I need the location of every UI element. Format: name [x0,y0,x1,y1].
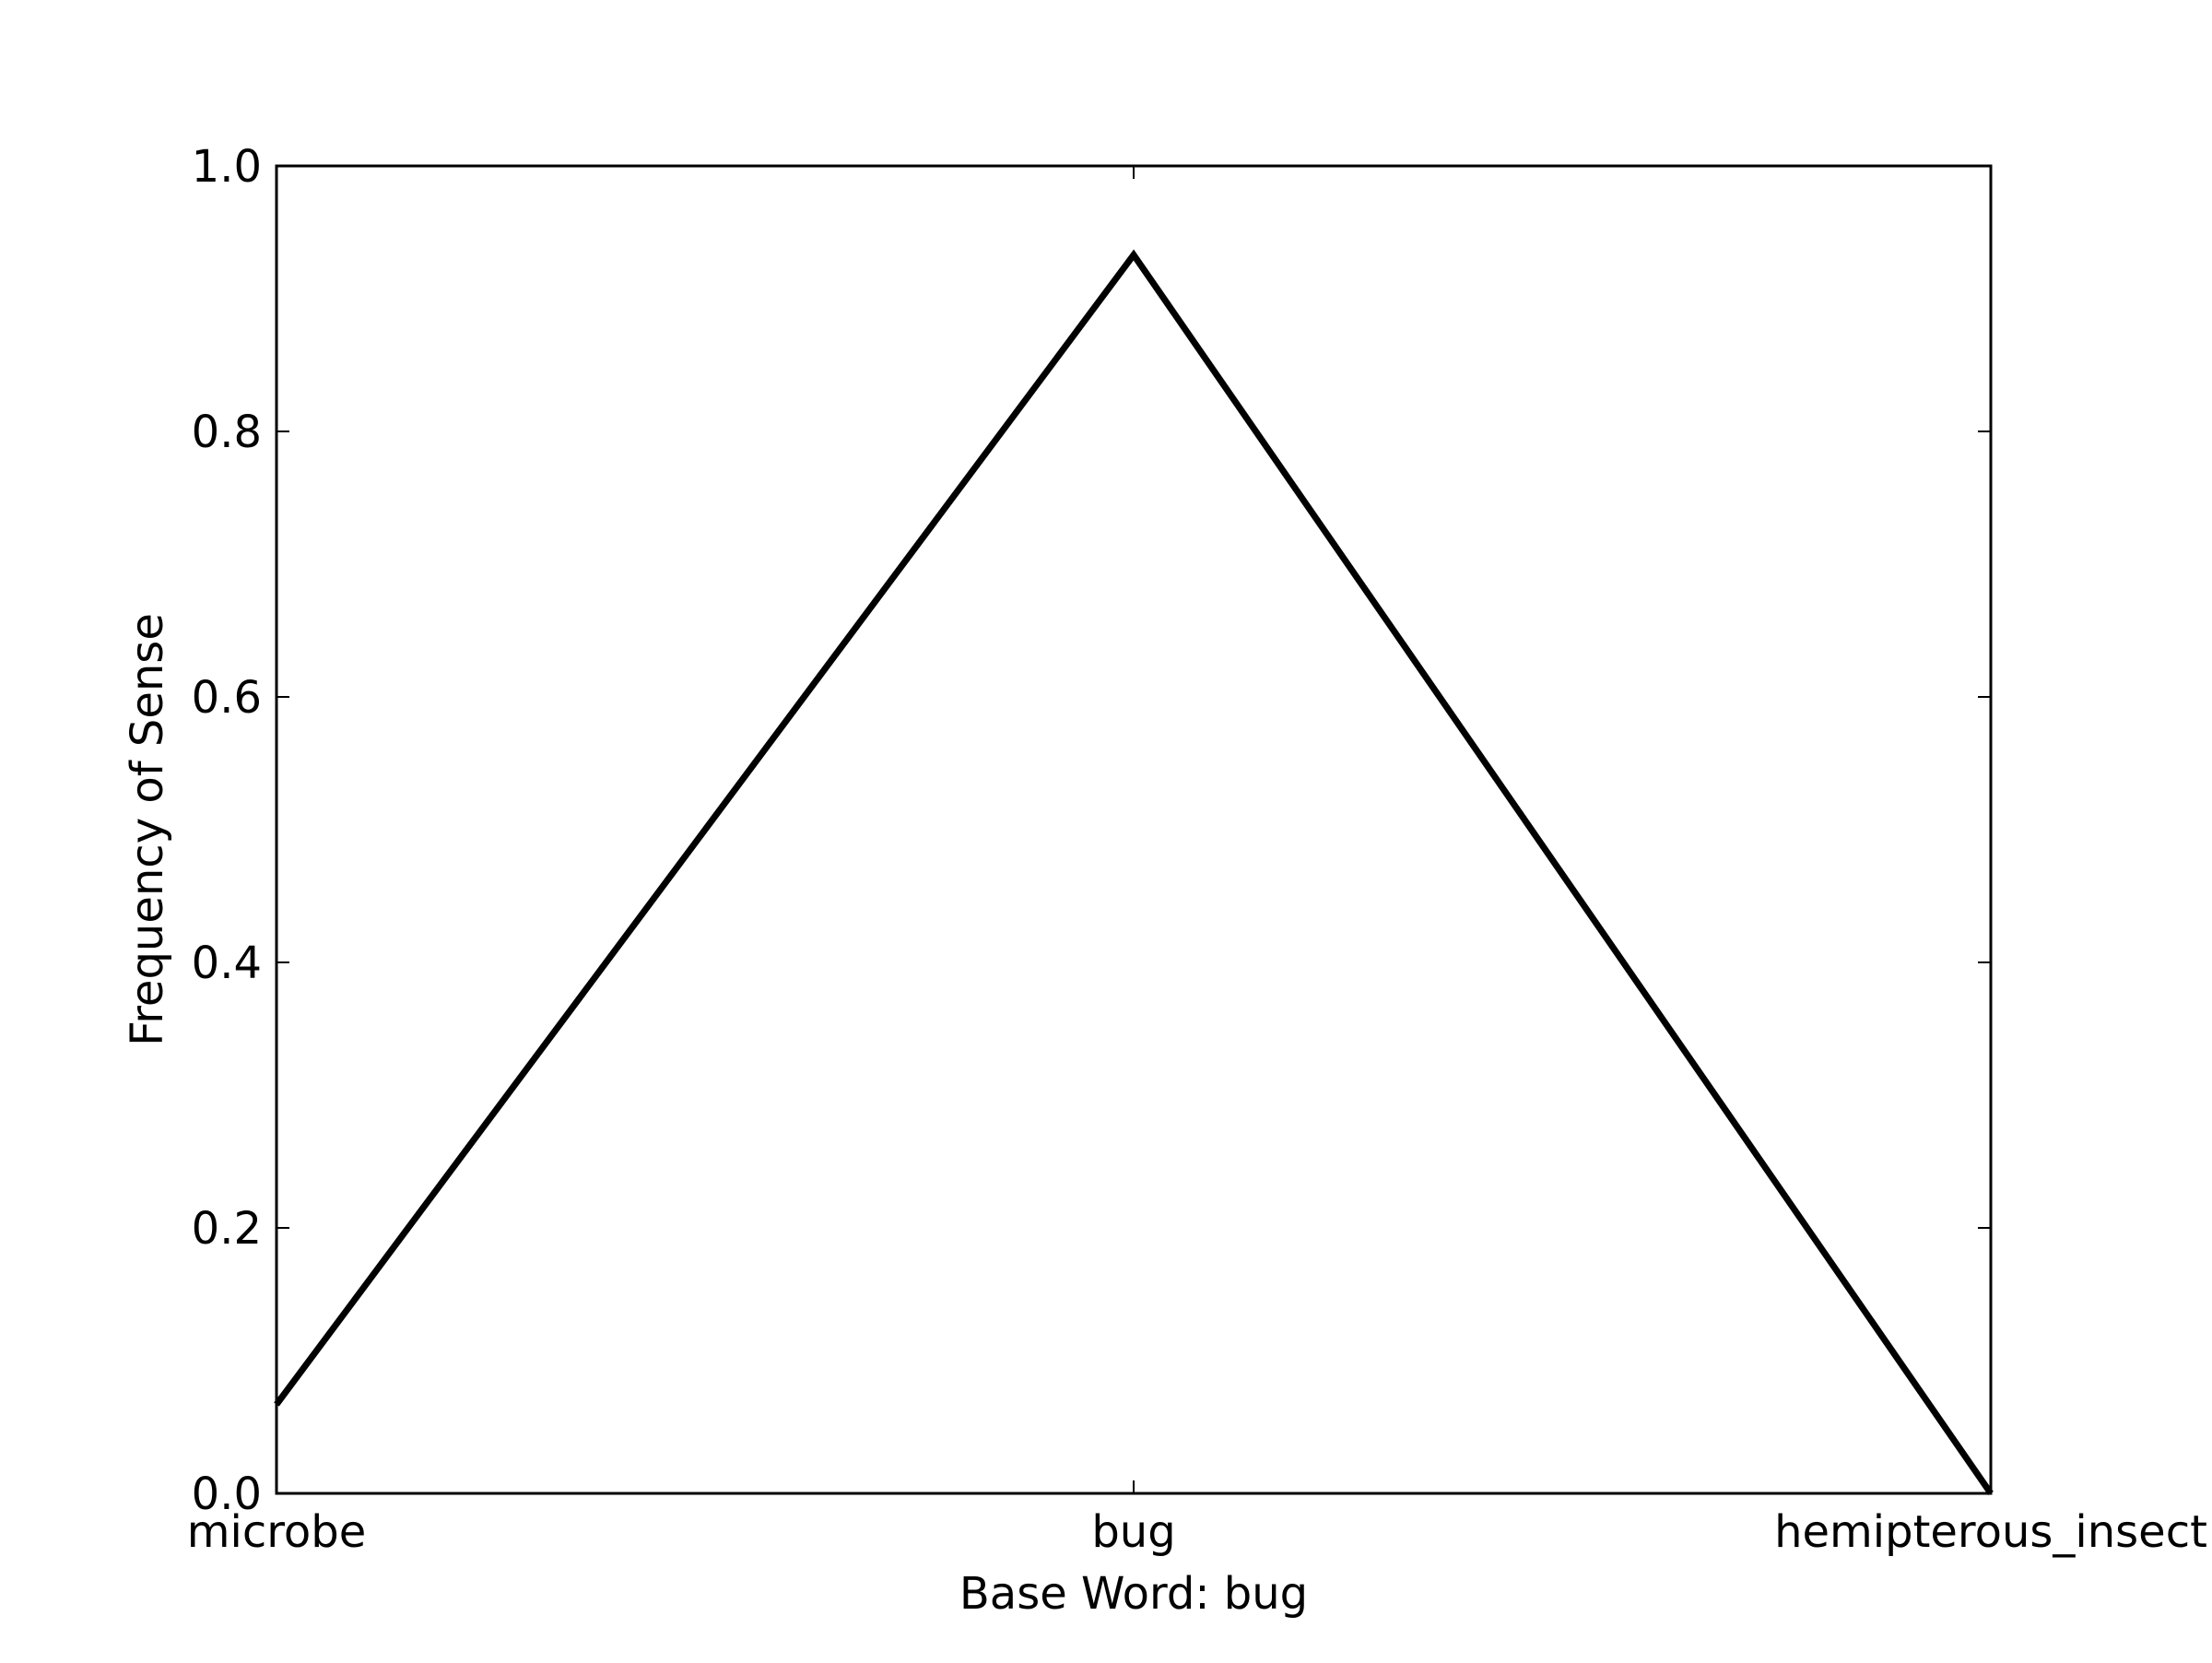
y-tick-label: 1.0 [192,141,262,193]
x-axis-label: Base Word: bug [959,1568,1308,1620]
x-tick-label: hemipterous_insect [1774,1506,2207,1558]
plot-area [276,166,1991,1493]
y-tick-label: 0.6 [192,672,262,724]
y-tick-label: 0.8 [192,407,262,458]
x-tick-label: bug [1091,1506,1175,1558]
y-tick-label: 0.4 [192,938,262,989]
y-tick-label: 0.2 [192,1203,262,1255]
x-ticks: microbe bug hemipterous_insect [187,166,2207,1558]
y-ticks: 0.0 0.2 0.4 0.6 0.8 1.0 [192,141,1991,1520]
y-tick-label: 0.0 [192,1468,262,1520]
x-tick-label: microbe [187,1506,367,1558]
series-layer [274,249,1994,1495]
series-line-0 [274,249,1994,1495]
plot-background [276,166,1991,1493]
y-axis-label: Frequency of Sense [122,613,173,1046]
